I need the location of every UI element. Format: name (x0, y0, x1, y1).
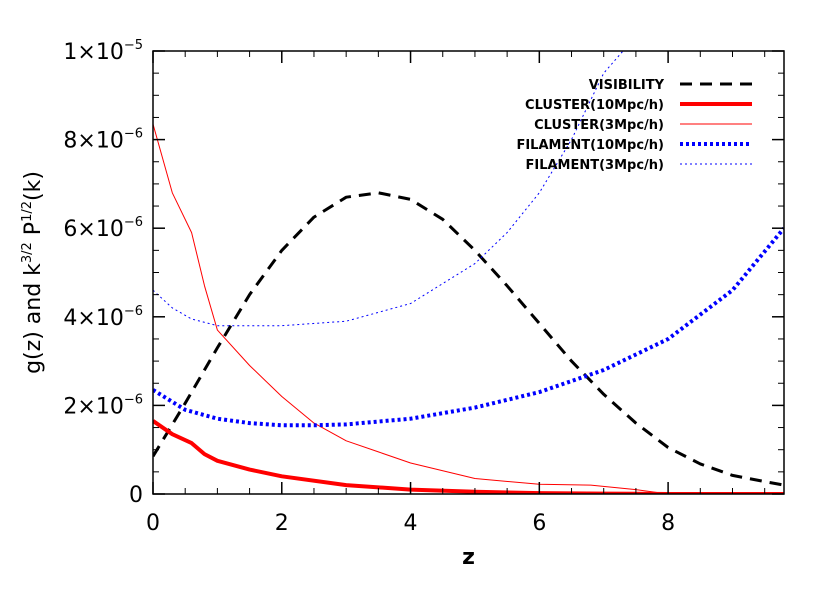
y-axis-title: g(z) and k3/2 P1/2(k) (20, 171, 46, 374)
y-tick-label-2: 4×10−6 (63, 304, 143, 331)
y-axis-title-mid: P (21, 222, 46, 242)
plot-frame (152, 50, 785, 495)
x-tick-label-0: 0 (146, 511, 160, 536)
y-axis-title-sup1: 3/2 (20, 242, 35, 263)
legend-label-2: CLUSTER(3Mpc/h) (534, 118, 664, 133)
y-tick-label-0: 0 (129, 483, 143, 508)
ticks-layer (152, 50, 784, 495)
tick-labels-layer: 0 2 4 6 8 0 2×10−6 4×10−6 6×10−6 8×10−6 1×10−5 (63, 38, 675, 536)
y-axis-title-main: g(z) and k (21, 263, 46, 374)
y-tick-label-4: 8×10−6 (63, 127, 143, 154)
x-tick-label-4: 8 (661, 511, 675, 536)
legend-label-1: CLUSTER(10Mpc/h) (525, 98, 664, 113)
y-axis-title-sup2: 1/2 (20, 201, 35, 222)
legend-label-3: FILAMENT(10Mpc/h) (516, 138, 664, 153)
y-axis-title-tail: (k) (21, 171, 46, 201)
x-tick-label-3: 6 (532, 511, 546, 536)
y-tick-label-3: 6×10−6 (63, 215, 143, 242)
series-line-1 (153, 419, 784, 494)
series-layer (153, 51, 784, 494)
series-line-2 (153, 123, 784, 494)
legend-label-4: FILAMENT(3Mpc/h) (525, 158, 664, 173)
y-tick-label-1: 2×10−6 (63, 392, 143, 419)
y-tick-label-5: 1×10−5 (63, 38, 143, 65)
series-line-4 (153, 51, 624, 327)
legend: VISIBILITY CLUSTER(10Mpc/h) CLUSTER(3Mpc/h… (516, 78, 752, 173)
x-axis-title: z (462, 545, 475, 570)
x-tick-label-1: 2 (275, 511, 289, 536)
series-line-0 (153, 191, 784, 487)
series-line-3 (153, 226, 784, 428)
x-tick-label-2: 4 (404, 511, 418, 536)
legend-label-0: VISIBILITY (589, 78, 665, 93)
